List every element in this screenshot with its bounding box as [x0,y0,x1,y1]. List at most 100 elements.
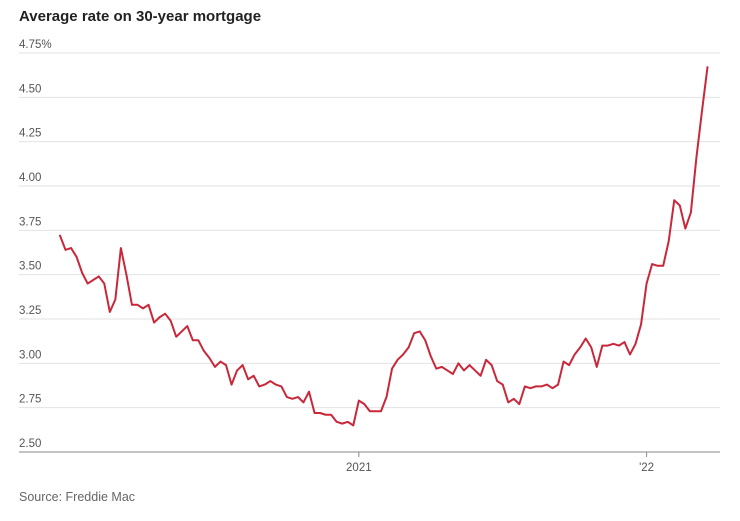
data-point [81,272,83,274]
y-tick-label: 2.50 [19,438,41,450]
data-point [269,380,272,382]
data-point [346,421,349,423]
y-axis-tick-labels: 4.75% 4.50 4.25 4.00 3.75 3.50 3.25 3.00 2.75 2.5… [19,39,52,450]
data-point [667,240,670,242]
data-point [219,360,222,363]
data-point [324,413,327,416]
data-point [192,339,194,342]
y-tick-label: 4.50 [19,83,41,95]
data-point [280,385,283,388]
data-point [441,366,443,368]
data-point [535,385,537,388]
chart-title: Average rate on 30-year mortgage [19,8,262,25]
data-point [463,369,465,372]
data-point [363,403,366,405]
data-point [584,337,587,340]
data-point [385,396,388,398]
data-point [634,343,637,345]
data-point [341,422,344,425]
data-point [706,66,709,68]
data-point [546,383,548,386]
data-point [369,410,371,413]
y-tick-label: 3.25 [19,305,41,317]
data-point [153,321,155,324]
y-tick-label: 3.00 [19,349,41,361]
y-tick-label: 4.00 [19,172,41,184]
data-point [247,378,249,381]
x-axis-tick-labels: 2021 '22 [346,452,654,474]
data-point [142,307,144,310]
data-point [374,410,377,413]
data-point [114,298,117,301]
data-point [131,304,133,306]
data-point [662,265,664,267]
chart-source-note: Source: Freddie Mac [19,490,136,504]
data-point [103,282,106,285]
data-point [319,412,321,414]
x-tick-label: '22 [639,462,654,474]
y-tick-label: 4.25 [19,128,41,140]
data-point [59,234,61,237]
data-point [684,227,687,230]
data-point [468,364,471,366]
data-point [258,385,261,388]
data-point [236,369,238,372]
data-point [175,335,178,338]
data-point [645,282,648,285]
data-point [418,330,421,333]
data-point [474,369,476,372]
data-point [352,424,355,427]
data-point [457,362,460,365]
data-point [568,364,570,366]
gridlines [19,52,720,453]
data-point [407,346,410,349]
data-point [97,275,100,278]
data-point [208,357,211,359]
data-point [297,396,299,398]
data-point [601,344,604,347]
data-point [203,350,205,352]
data-point [629,353,631,356]
data-point [302,401,305,404]
y-tick-label: 2.75 [19,394,41,406]
data-point [524,385,526,388]
data-point [230,383,233,386]
data-point [147,304,150,306]
data-point [496,380,498,382]
data-point [557,383,559,386]
data-point [701,110,703,113]
data-point [424,339,427,342]
data-point [291,398,294,400]
data-point [391,367,393,370]
data-point [656,265,659,267]
data-point [612,343,615,345]
data-point [286,396,288,398]
data-point [64,249,67,251]
data-point [109,311,111,313]
data-point [579,346,581,349]
data-point [429,355,432,358]
data-point [640,323,642,326]
y-tick-label: 4.75% [19,39,52,51]
data-point [695,156,698,159]
data-point [446,369,449,372]
y-tick-label: 3.75 [19,216,41,228]
data-point [308,390,310,393]
data-point [136,304,139,306]
data-point [169,319,172,322]
data-point [501,383,504,386]
data-point [396,358,399,361]
data-point [673,199,676,201]
data-point [402,353,404,356]
data-point [618,344,620,347]
data-point [158,316,161,319]
data-point [330,413,332,416]
data-points [59,66,709,427]
data-point [690,211,692,214]
data-point [413,332,415,334]
y-tick-label: 3.50 [19,261,41,273]
data-point [562,360,565,363]
data-point [551,387,554,389]
data-point [86,282,89,285]
